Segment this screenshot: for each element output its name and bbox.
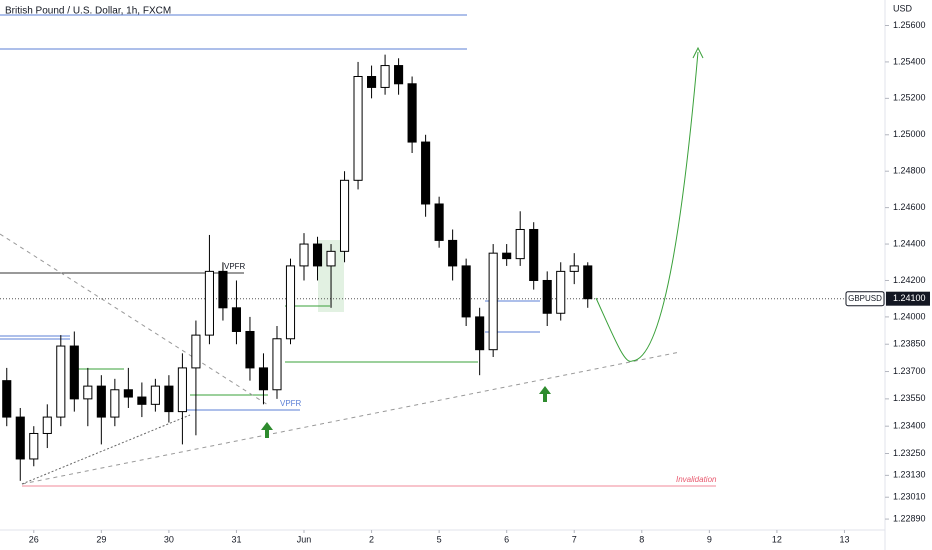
y-tick-label: 1.23400 [893,421,926,431]
candle-body [475,316,485,351]
candles [0,54,885,481]
x-tick-label: 31 [231,534,241,544]
y-tick-label: 1.23010 [893,492,926,502]
y-tick-label: 1.24200 [893,275,926,285]
candle-body [42,416,52,434]
candle-body [83,385,93,400]
candle-body [583,265,593,300]
candle-body [353,75,363,181]
trend-line [0,233,269,406]
x-tick-label: 5 [437,534,442,544]
candle-body [15,416,25,460]
last-price-label: 1.24100 [893,293,926,303]
candle-body [164,385,174,413]
trend-line [21,351,681,485]
candle-body [245,330,255,369]
candle-body [421,141,431,205]
x-tick-label: 13 [839,534,849,544]
candle-body [448,239,458,267]
candle-body [231,307,242,332]
projection-curve [595,51,699,362]
y-tick-label: 1.23700 [893,366,926,376]
candle-body [69,345,79,400]
candle-body [137,396,147,405]
candle-body [150,385,160,405]
candle-body [204,270,214,336]
candle-body [2,380,12,418]
y-tick-label: 1.24600 [893,202,926,212]
candle-body [515,228,525,260]
candle-body [461,265,471,318]
candle-body [272,338,282,391]
x-tick-label: 12 [772,534,782,544]
candle-body [29,432,39,460]
candle-body [542,279,552,314]
symbol-label: GBPUSD [848,294,882,303]
annotation: VPFR [224,262,246,271]
x-tick-label: 30 [164,534,174,544]
x-tick-label: 6 [504,534,509,544]
y-tick-label: 1.23130 [893,470,926,480]
candle-body [339,179,350,252]
candle-body [367,75,377,88]
x-tick-label: 2 [369,534,374,544]
candle-body [394,65,404,85]
y-tick-label: 1.23850 [893,339,926,349]
y-tick-label: 1.25200 [893,93,926,103]
candle-body [326,250,336,267]
candle-body [407,83,417,143]
candle-body [502,252,512,260]
candle-body [258,367,269,391]
candle-body [488,252,498,351]
axes: 1.25600 1.25400 1.25200 1.25000 1.24800 1.246… [29,20,930,544]
candle-body [110,389,120,418]
y-tick-label: 1.24000 [893,311,926,321]
candle-body [177,367,187,413]
x-tick-label: 26 [29,534,39,544]
candle-body [56,345,66,418]
candle-body [191,334,201,369]
chart-title: British Pound / U.S. Dollar, 1h, FXCM [5,6,171,17]
candle-body [529,228,539,281]
x-tick-label: 8 [639,534,644,544]
y-tick-label: 1.22890 [893,513,926,523]
symbol-badge [845,291,885,307]
y-tick-label: 1.25000 [893,129,926,139]
y-tick-label: 1.25600 [893,20,926,30]
last-price-badge [886,291,930,306]
projection-arrow [692,46,704,59]
candle-body [312,243,323,267]
y-tick-label: 1.24800 [893,166,926,176]
x-tick-label: 7 [572,534,577,544]
candle-body [380,65,390,88]
candle-body [299,243,309,267]
candle-body [569,265,579,272]
x-tick-label: 9 [707,534,712,544]
up-arrow [539,386,551,402]
up-arrow [261,422,273,438]
candle-body [434,203,444,241]
x-tick-label: 29 [96,534,106,544]
candle-body [556,270,566,314]
candle-body [96,385,106,418]
y-tick-label: 1.23250 [893,448,926,458]
annotation: VPFR [280,399,302,408]
y-axis-label: USD [893,3,913,13]
candle-body [123,389,133,398]
y-tick-label: 1.24400 [893,238,926,248]
candle-body [218,270,228,309]
y-tick-label: 1.25400 [893,56,926,66]
candle-body [285,265,296,340]
x-tick-label: Jun [297,534,312,544]
annotation: Invalidation [676,475,717,484]
y-tick-label: 1.23550 [893,393,926,403]
